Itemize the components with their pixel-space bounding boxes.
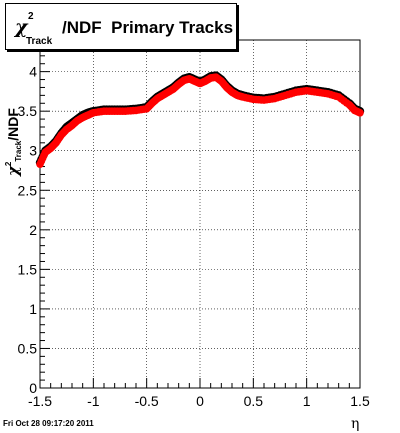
y-tick-label: 2: [29, 222, 37, 238]
y-tick-label: 2.5: [18, 182, 38, 198]
y-tick-label: 1: [29, 301, 37, 317]
y-tick-label: 0.5: [18, 340, 38, 356]
x-tick-label: -1.5: [28, 393, 52, 409]
x-tick-label: 0.5: [244, 393, 264, 409]
chart-title: χ 2 Track /NDF Primary Tracks: [5, 3, 237, 50]
x-tick-label: 0: [196, 393, 204, 409]
x-tick-label: 1: [303, 393, 311, 409]
data-points: [35, 71, 365, 168]
title-symbol: χ: [15, 16, 28, 38]
y-tick-label: 0: [29, 380, 37, 396]
ylabel-superscript: 2: [4, 161, 13, 167]
title-superscript: 2: [28, 11, 34, 22]
y-tick-label: 1.5: [18, 261, 38, 277]
x-tick-label: 1.5: [350, 393, 370, 409]
title-subscript: Track: [26, 36, 53, 47]
x-tick-label: -0.5: [135, 393, 159, 409]
y-tick-label: 3: [29, 143, 37, 159]
y-tick-label: 3.5: [18, 103, 38, 119]
axes: -1.5 -1 -0.5 0 0.5 1 1.5 0 0.5 1 1.5 2 2.5 3 3.5 4: [18, 39, 370, 409]
y-tick-label: 4: [29, 64, 37, 80]
data-point-red: [356, 108, 364, 117]
ylabel-text: /NDF: [5, 108, 21, 141]
ylabel-subscript: Track: [14, 140, 23, 162]
x-axis-label: η: [351, 416, 360, 432]
timestamp: Fri Oct 28 09:17:20 2011: [3, 419, 94, 428]
x-tick-label: -1: [87, 393, 100, 409]
title-text: /NDF Primary Tracks: [62, 18, 234, 37]
ylabel-symbol: χ: [4, 166, 22, 176]
